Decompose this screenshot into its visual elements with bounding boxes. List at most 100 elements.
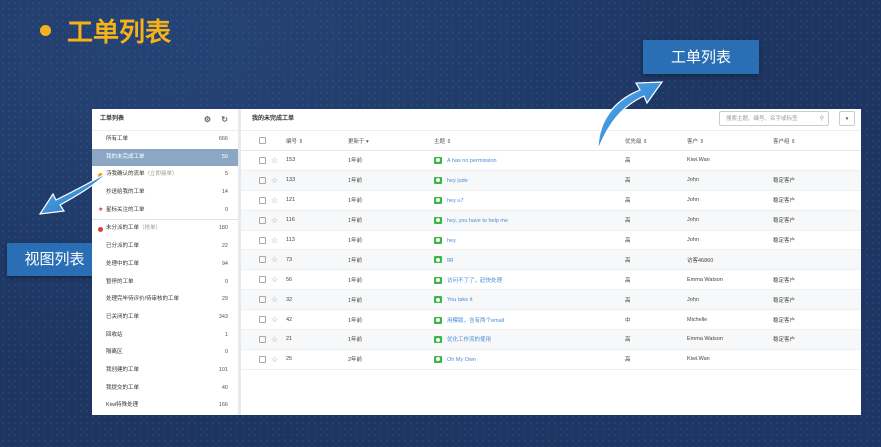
sidebar-item[interactable]: 我的未完成工单 59: [92, 148, 238, 167]
sidebar-item-label: 抄送给我的工单: [106, 189, 145, 196]
star-icon[interactable]: ☆: [271, 195, 279, 205]
sidebar-item-label: 处理中的工单: [106, 260, 140, 267]
sidebar-item-count: 1: [224, 331, 228, 338]
star-icon[interactable]: ☆: [271, 354, 279, 364]
star-icon[interactable]: ☆: [271, 235, 279, 245]
ticket-subject-link[interactable]: gg: [447, 257, 454, 264]
sidebar-item-count: 22: [221, 243, 228, 250]
col-customer-group[interactable]: 客户组 ⇕: [773, 131, 861, 151]
channel-icon: [434, 276, 442, 284]
slide-title-text: 工单列表: [67, 18, 172, 48]
gear-icon[interactable]: ⚙: [203, 115, 212, 124]
row-checkbox[interactable]: [259, 176, 266, 184]
col-priority[interactable]: 优先级 ⇕: [625, 131, 687, 151]
sidebar-item-count: 166: [218, 402, 228, 409]
sidebar-item[interactable]: 已关闭的工单 343: [92, 309, 238, 327]
table-row[interactable]: ☆ 116 1年前 hey, you have to help me 高 John 稳定客户: [241, 210, 861, 231]
list-title: 我的未完成工单: [252, 116, 295, 122]
table-row[interactable]: ☆ 133 1年前 hey jude 高 John 稳定客户: [241, 170, 861, 191]
channel-icon: [434, 196, 442, 204]
sidebar-item[interactable]: 隔离区 0: [92, 344, 238, 362]
star-icon[interactable]: ☆: [271, 295, 279, 305]
table-row[interactable]: ☆ 121 1年前 hey u7 高 John 稳定客户: [241, 190, 861, 211]
star-icon[interactable]: ☆: [271, 334, 279, 344]
sidebar-item[interactable]: Kiwi特殊处理 166: [92, 397, 238, 415]
row-checkbox[interactable]: [259, 316, 266, 324]
row-checkbox[interactable]: [259, 236, 266, 244]
table-row[interactable]: ☆ 56 1年前 访问不了了，赶快处理 高 Emma Watson 稳定客户: [241, 269, 861, 291]
col-customer[interactable]: 客户 ⇕: [687, 131, 773, 151]
sidebar-item[interactable]: 未分派的工单（抢单） 180: [92, 219, 238, 238]
star-icon[interactable]: ☆: [271, 155, 279, 165]
ticket-id: 121: [286, 190, 348, 211]
ticket-subject-cell: hey, you have to help me: [434, 210, 625, 231]
col-updated[interactable]: 更新于 ▾: [348, 131, 434, 151]
star-icon[interactable]: ☆: [271, 255, 279, 265]
table-row[interactable]: ☆ 153 1年前 A has no permission 高 Kiwi.Wan: [241, 150, 861, 171]
sidebar-item[interactable]: 我提交的工单 40: [92, 380, 238, 398]
table-row[interactable]: ☆ 42 1年前 用模版，含有两个email 中 Michelle 稳定客户: [241, 309, 861, 331]
star-icon[interactable]: ☆: [271, 275, 279, 285]
row-checkbox[interactable]: [259, 296, 266, 304]
row-checkbox[interactable]: [259, 256, 266, 264]
sidebar-item[interactable]: 处理完毕待评价/待审核的工单 29: [92, 291, 238, 309]
ticket-subject-link[interactable]: You take it: [447, 297, 473, 304]
sidebar-item[interactable]: 所有工单 666: [92, 131, 238, 149]
ticket-subject-link[interactable]: 用模版，含有两个email: [447, 317, 505, 324]
row-select-cell: ☆: [241, 249, 286, 271]
row-checkbox[interactable]: [259, 156, 266, 164]
star-icon[interactable]: ☆: [271, 315, 279, 325]
row-select-cell: ☆: [241, 289, 286, 311]
ticket-subject-link[interactable]: hey jude: [447, 177, 468, 184]
ticket-customer: Emma Watson: [687, 329, 773, 350]
table-row[interactable]: ☆ 32 1年前 You take it 高 John 稳定客户: [241, 289, 861, 311]
col-subject[interactable]: 主题 ⇕: [434, 131, 625, 151]
star-icon[interactable]: ☆: [271, 215, 279, 225]
ticket-subject-link[interactable]: Oh My Own: [447, 356, 477, 363]
row-checkbox[interactable]: [259, 276, 266, 284]
red-dot-icon: [98, 227, 103, 233]
ticket-subject-cell: hey: [434, 230, 625, 251]
row-checkbox[interactable]: [259, 335, 266, 343]
sidebar-item[interactable]: 处理中的工单 94: [92, 256, 238, 274]
ticket-updated: 1年前: [348, 309, 434, 331]
ticket-customer-group: 稳定客户: [773, 230, 861, 251]
ticket-subject-link[interactable]: hey, you have to help me: [447, 217, 509, 224]
sidebar-item[interactable]: ★ 星标关注的工单 0: [92, 202, 238, 220]
select-all-checkbox[interactable]: [259, 137, 266, 144]
sidebar-item-count: 666: [218, 136, 228, 142]
table-row[interactable]: ☆ 113 1年前 hey 高 John 稳定客户: [241, 230, 861, 251]
view-sidebar: 工单列表 ⚙ ↻ 所有工单 666 我的未完成工单 59 待我确认的流单（立即接单） 5 抄…: [92, 109, 241, 415]
row-checkbox[interactable]: [259, 216, 266, 224]
ticket-subject-link[interactable]: hey u7: [447, 197, 464, 204]
sidebar-item-label: 暂停的工单: [106, 278, 134, 285]
row-select-cell: ☆: [241, 329, 286, 350]
row-select-cell: ☆: [241, 269, 286, 291]
sidebar-item[interactable]: 抄送给我的工单 14: [92, 184, 238, 202]
table-row[interactable]: ☆ 73 1年前 gg 高访客46860: [241, 249, 861, 271]
refresh-icon[interactable]: ↻: [221, 115, 228, 124]
row-checkbox[interactable]: [259, 196, 266, 204]
sidebar-item-count: 101: [218, 366, 228, 373]
ticket-id: 133: [286, 170, 348, 191]
sidebar-item[interactable]: 我创建的工单 101: [92, 362, 238, 380]
ticket-subject-link[interactable]: A has no permission: [447, 157, 497, 164]
search-icon[interactable]: ⚲: [819, 116, 824, 122]
col-id[interactable]: 编号 ⇕: [286, 131, 348, 151]
table-row[interactable]: ☆ 21 1年前 优化工作流的使用 高 Emma Watson 稳定客户: [241, 329, 861, 350]
ticket-subject-link[interactable]: 优化工作流的使用: [447, 337, 492, 344]
sidebar-item[interactable]: 暂停的工单 0: [92, 274, 238, 292]
ticket-id: 32: [286, 289, 348, 311]
star-icon[interactable]: ☆: [271, 175, 279, 185]
sidebar-item[interactable]: 已分派的工单 22: [92, 238, 238, 256]
search-input[interactable]: 搜索主题、编号、名字或标签 ⚲: [719, 111, 829, 126]
table-row[interactable]: ☆ 25 2年前 Oh My Own 高 Kiwi.Wan: [241, 349, 861, 370]
sidebar-item[interactable]: 回收站 1: [92, 327, 238, 345]
arrow-top: [597, 81, 664, 151]
row-checkbox[interactable]: [259, 355, 266, 363]
sidebar-item-label: 已关闭的工单: [106, 313, 140, 320]
ticket-subject-link[interactable]: 访问不了了，赶快处理: [447, 277, 503, 284]
chevron-down-icon[interactable]: ▾: [839, 111, 855, 126]
ticket-subject-link[interactable]: hey: [447, 237, 456, 244]
ticket-customer: 访客46860: [687, 249, 773, 271]
